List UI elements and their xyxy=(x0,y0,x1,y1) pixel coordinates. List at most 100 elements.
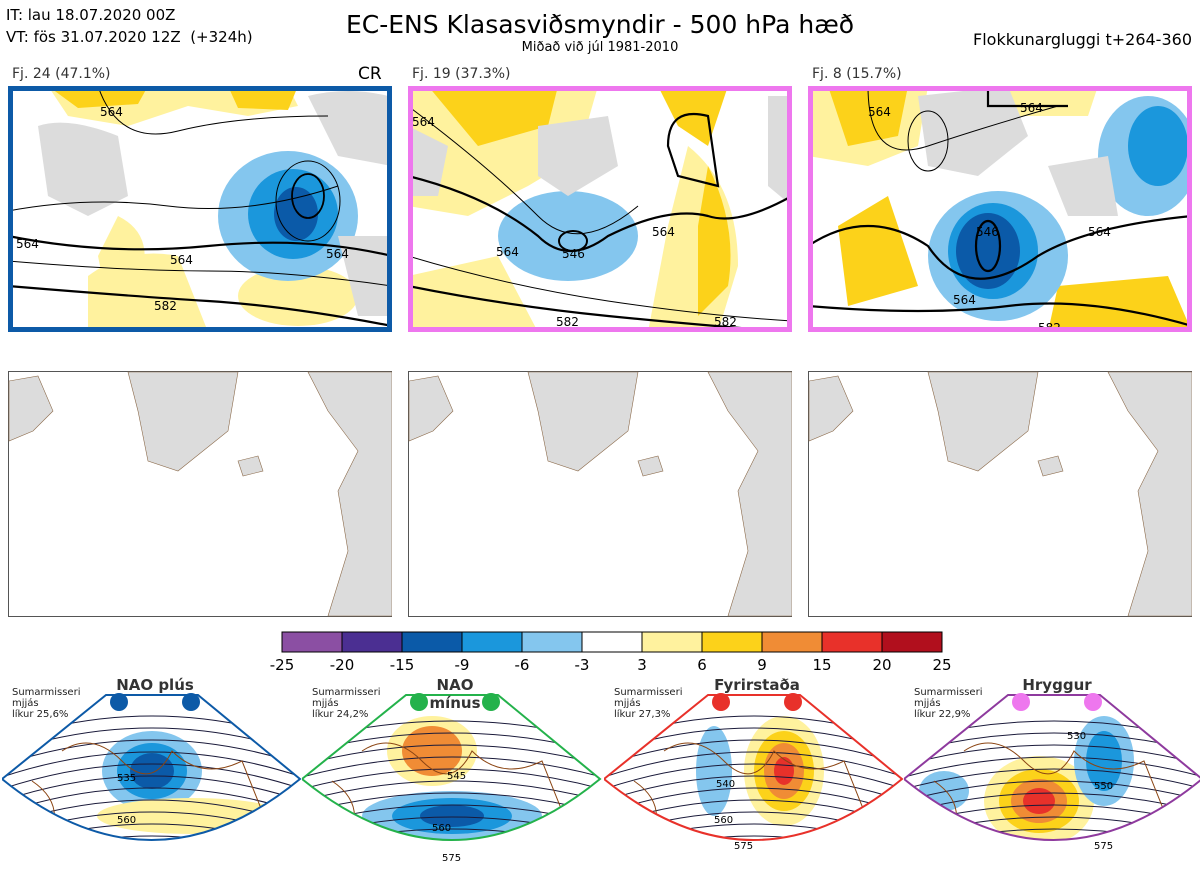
regime-frame xyxy=(604,694,904,841)
colorbar xyxy=(281,631,943,653)
regime-marker-dot xyxy=(1084,693,1102,711)
cluster-3-contour-label: 564 xyxy=(953,293,976,307)
colorbar-swatch xyxy=(581,631,643,653)
colorbar-tick-label: -3 xyxy=(574,656,590,674)
cluster-3-contour-label: 564 xyxy=(1020,101,1043,115)
regime-note-line: líkur 25,6% xyxy=(12,709,69,720)
regime-note: Sumarmisseri mjjás líkur 24,2% xyxy=(312,687,380,720)
regime-note-line: Sumarmisseri xyxy=(914,687,983,698)
cluster-3-frame xyxy=(808,86,1192,332)
regime-contour-label: 530 xyxy=(1067,731,1086,742)
colorbar-tick-label: -6 xyxy=(514,656,530,674)
regime-contour-label: 545 xyxy=(447,771,466,782)
cluster-2-contour-label: 582 xyxy=(714,315,737,329)
colorbar-swatch xyxy=(341,631,403,653)
cluster-3-contour-label: 582 xyxy=(1038,321,1061,332)
colorbar-tick-label: 15 xyxy=(812,656,832,674)
init-time: IT: lau 18.07.2020 00Z xyxy=(6,6,176,24)
cluster-1-tag: CR xyxy=(358,64,382,84)
regime-marker-dot xyxy=(784,693,802,711)
colorbar-swatch xyxy=(881,631,943,653)
cluster-1-map: 564 564 564 582 564 xyxy=(8,86,392,332)
regime-note-line: líkur 22,9% xyxy=(914,709,971,720)
regime-note-line: mjjás xyxy=(614,698,641,709)
cluster-3-map: 564 564 564 546 564 582 xyxy=(808,86,1192,332)
valid-time: VT: fös 31.07.2020 12Z (+324h) xyxy=(6,28,253,46)
regime-frame xyxy=(904,694,1200,841)
cluster-3-label: Fj. 8 (15.7%) xyxy=(812,66,902,82)
colorbar-swatch xyxy=(641,631,703,653)
regime-frame xyxy=(2,694,302,841)
regime-map-4: 530 550 575 xyxy=(904,694,1200,852)
regime-name: NAO mínus xyxy=(429,676,481,712)
cluster-1-contour-label: 564 xyxy=(170,253,193,267)
regime-note-line: líkur 24,2% xyxy=(312,709,369,720)
empty-map-1 xyxy=(8,371,392,617)
regime-marker-dot xyxy=(410,693,428,711)
cluster-1-contour-label: 564 xyxy=(16,237,39,251)
empty-map-3 xyxy=(808,371,1192,617)
classification-window: Flokkunargluggi t+264-360 xyxy=(973,30,1192,49)
regime-marker-dot xyxy=(1012,693,1030,711)
regime-contour-label: 560 xyxy=(714,815,733,826)
regime-note-line: mjjás xyxy=(312,698,339,709)
regime-name: NAO plús xyxy=(116,676,194,694)
colorbar-tick-label: -25 xyxy=(269,656,295,674)
regime-note: Sumarmisseri mjjás líkur 22,9% xyxy=(914,687,982,720)
empty-map-2 xyxy=(408,371,792,617)
regime-note-line: Sumarmisseri xyxy=(614,687,683,698)
regime-note: Sumarmisseri mjjás líkur 27,3% xyxy=(614,687,682,720)
regime-marker-dot xyxy=(182,693,200,711)
forecast-times: IT: lau 18.07.2020 00Z VT: fös 31.07.202… xyxy=(6,4,253,48)
regime-marker-dot xyxy=(712,693,730,711)
regime-map-2: 545 560 575 xyxy=(302,694,602,864)
page-title: EC-ENS Klasasviðsmyndir - 500 hPa hæð xyxy=(345,10,855,39)
cluster-1-contour-label: 564 xyxy=(100,105,123,119)
colorbar-swatch xyxy=(821,631,883,653)
cluster-1-contour-label: 564 xyxy=(326,247,349,261)
colorbar-tick-label: 20 xyxy=(872,656,892,674)
regime-contour-label: 560 xyxy=(117,815,136,826)
page-subtitle: Miðað við júl 1981-2010 xyxy=(521,40,679,55)
colorbar-tick-label: 9 xyxy=(757,656,767,674)
regime-marker-dot xyxy=(110,693,128,711)
regime-contour-label: 535 xyxy=(117,773,136,784)
regime-map-1: 535 560 xyxy=(2,694,302,841)
cluster-2-contour-label: 582 xyxy=(556,315,579,329)
cluster-2-contour-label: 564 xyxy=(652,225,675,239)
regime-note-line: Sumarmisseri xyxy=(12,687,81,698)
cluster-3-contour-label: 564 xyxy=(868,105,891,119)
colorbar-tick-label: -15 xyxy=(389,656,415,674)
regime-contour-label: 540 xyxy=(716,779,735,790)
colorbar-tick-label: -20 xyxy=(329,656,355,674)
colorbar-swatch xyxy=(401,631,463,653)
colorbar-tick-label: 3 xyxy=(637,656,647,674)
cluster-2-contour-label: 564 xyxy=(496,245,519,259)
cluster-1-frame xyxy=(8,86,392,332)
colorbar-swatch xyxy=(281,631,343,653)
cluster-2-contour-label: 546 xyxy=(562,247,585,261)
colorbar-tick-label: 6 xyxy=(697,656,707,674)
cluster-1-contour-label: 582 xyxy=(154,299,177,313)
regime-note-line: líkur 27,3% xyxy=(614,709,671,720)
colorbar-swatch xyxy=(701,631,763,653)
regime-name: Hryggur xyxy=(1022,676,1092,694)
regime-map-3: 540 560 575 xyxy=(604,694,904,852)
regime-contour-label: 575 xyxy=(1094,841,1113,852)
regime-note-line: Sumarmisseri xyxy=(312,687,381,698)
cluster-1-label: Fj. 24 (47.1%) xyxy=(12,66,111,82)
regime-note-line: mjjás xyxy=(12,698,39,709)
regime-contour-label: 575 xyxy=(734,841,753,852)
colorbar-swatch xyxy=(761,631,823,653)
colorbar-swatch xyxy=(521,631,583,653)
colorbar-swatch xyxy=(461,631,523,653)
cluster-3-contour-label: 564 xyxy=(1088,225,1111,239)
regime-frame xyxy=(302,694,602,841)
regime-contour-label: 560 xyxy=(432,823,451,834)
cluster-2-map: 564 564 546 582 564 582 xyxy=(408,86,792,332)
cluster-2-frame xyxy=(408,86,792,332)
cluster-3-contour-label: 546 xyxy=(976,225,999,239)
cluster-2-contour-label: 564 xyxy=(412,115,435,129)
cluster-2-label: Fj. 19 (37.3%) xyxy=(412,66,511,82)
regime-note: Sumarmisseri mjjás líkur 25,6% xyxy=(12,687,80,720)
